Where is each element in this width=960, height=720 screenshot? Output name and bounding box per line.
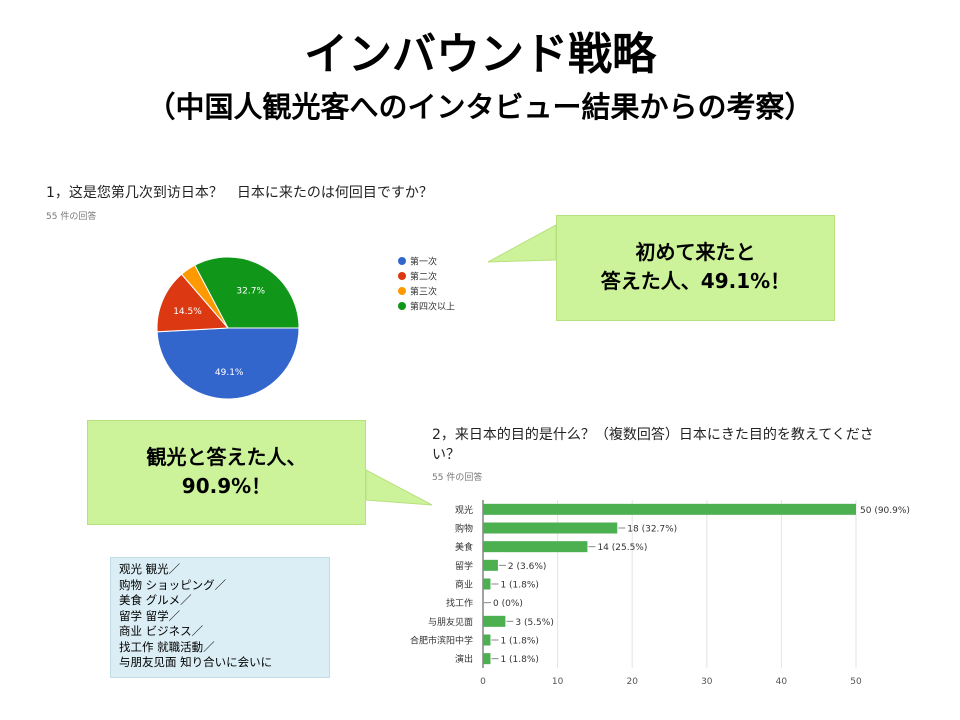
x-tick-label: 50 xyxy=(850,677,862,687)
x-tick-label: 0 xyxy=(480,677,486,687)
legend-label: 第四次以上 xyxy=(410,301,455,313)
callout-tail-sightseeing xyxy=(366,470,432,505)
legend-marker xyxy=(398,302,406,310)
legend-marker xyxy=(398,287,406,295)
category-label: 购物 xyxy=(455,523,473,535)
glossary-line: 商业 ビジネス／ xyxy=(119,624,321,640)
callout-sightseeing-line-1: 観光と答えた人、 xyxy=(88,443,365,472)
callout-tail-first-visit xyxy=(488,225,556,262)
callout-first-visit-line-2: 答えた人、49.1%！ xyxy=(557,267,834,296)
bar xyxy=(483,560,498,571)
category-label: 美食 xyxy=(455,541,473,553)
data-label: 2 (3.6%) xyxy=(508,562,546,572)
category-label: 演出 xyxy=(455,653,473,665)
data-label: 50 (90.9%) xyxy=(860,506,910,516)
data-label: 18 (32.7%) xyxy=(627,525,677,535)
glossary-line: 购物 ショッピング／ xyxy=(119,578,321,594)
pie-slice-label: 32.7% xyxy=(236,286,265,296)
pie-slice-label: 49.1% xyxy=(215,368,244,378)
bar xyxy=(483,504,856,515)
category-label: 留学 xyxy=(455,560,473,572)
data-label: 0 (0%) xyxy=(493,599,523,609)
glossary-line: 美食 グルメ／ xyxy=(119,593,321,609)
x-tick-label: 10 xyxy=(552,677,564,687)
category-label: 找工作 xyxy=(446,597,473,609)
callout-sightseeing-line-2: 90.9%！ xyxy=(88,472,365,501)
callout-sightseeing: 観光と答えた人、 90.9%！ xyxy=(87,420,366,525)
callout-first-visit-line-1: 初めて来たと xyxy=(557,238,834,267)
data-label: 3 (5.5%) xyxy=(515,618,553,628)
category-label: 商业 xyxy=(455,579,473,591)
data-label: 14 (25.5%) xyxy=(597,543,647,553)
legend-marker xyxy=(398,257,406,265)
x-tick-label: 30 xyxy=(701,677,713,687)
legend-label: 第二次 xyxy=(410,271,437,283)
bar xyxy=(483,541,587,552)
bar xyxy=(483,616,505,627)
bar xyxy=(483,653,490,664)
pie-chart: 49.1% 14.5% 32.7% xyxy=(157,257,299,399)
pie-slice-label: 14.5% xyxy=(173,307,202,317)
glossary-line: 找工作 就職活動／ xyxy=(119,640,321,656)
legend-label: 第一次 xyxy=(410,256,437,268)
glossary-line: 留学 留学／ xyxy=(119,609,321,625)
callout-first-visit: 初めて来たと 答えた人、49.1%！ xyxy=(556,215,835,321)
pie-slice-1 xyxy=(157,328,299,399)
legend-marker xyxy=(398,272,406,280)
bar-chart: 0 10 20 30 40 50 观光 50 (90.9%) 购物 18 (32.7%) 美食 14 … xyxy=(410,500,910,687)
category-label: 与朋友见面 xyxy=(428,616,473,628)
data-label: 1 (1.8%) xyxy=(500,637,538,647)
category-label: 观光 xyxy=(455,504,473,516)
glossary-box: 观光 観光／ 购物 ショッピング／ 美食 グルメ／ 留学 留学／ 商业 ビジネス… xyxy=(110,557,330,678)
legend-label: 第三次 xyxy=(410,286,437,298)
data-label: 1 (1.8%) xyxy=(500,581,538,591)
bar xyxy=(483,523,617,534)
bar xyxy=(483,579,490,590)
glossary-line: 观光 観光／ xyxy=(119,562,321,578)
x-tick-label: 20 xyxy=(626,677,638,687)
category-label: 合肥市滨阳中学 xyxy=(410,635,473,647)
data-label: 1 (1.8%) xyxy=(500,655,538,665)
glossary-line: 与朋友见面 知り合いに会いに xyxy=(119,655,321,671)
x-tick-label: 40 xyxy=(776,677,788,687)
bar xyxy=(483,635,490,646)
